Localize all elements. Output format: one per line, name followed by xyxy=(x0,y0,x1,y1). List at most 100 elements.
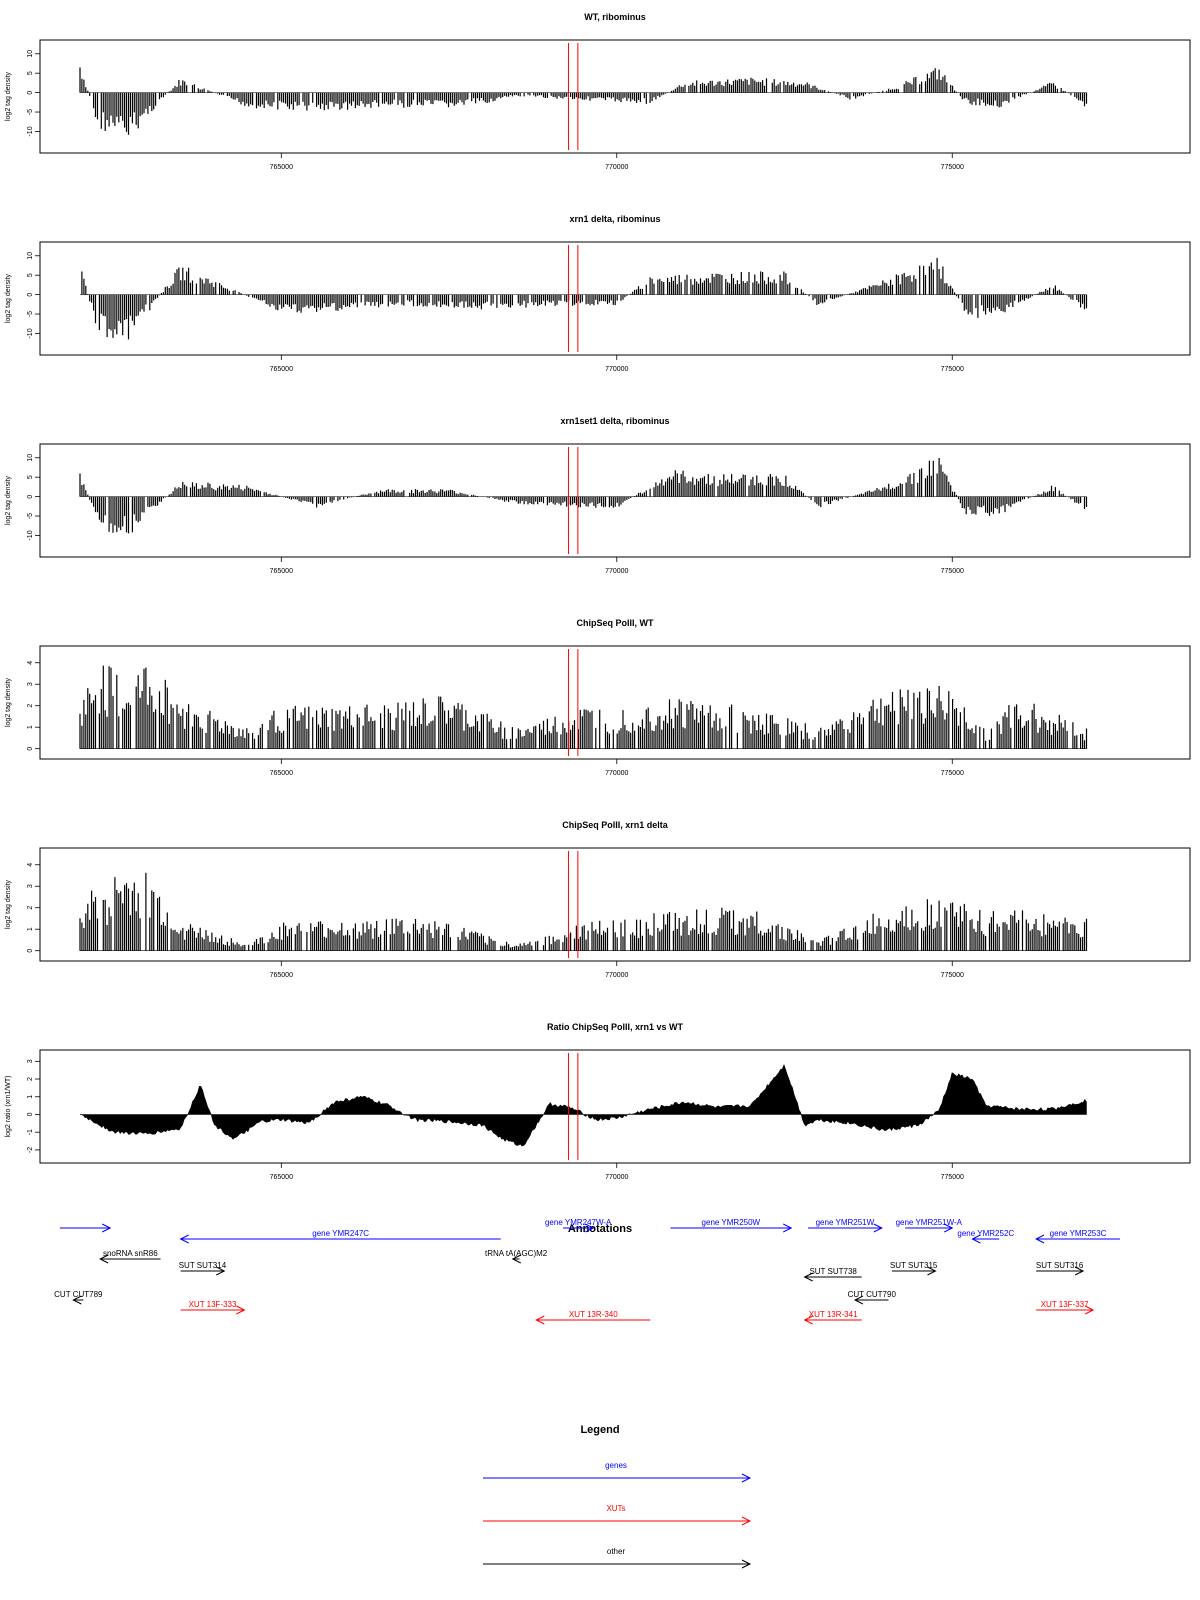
panel-title: xrn1set1 delta, ribominus xyxy=(560,416,669,426)
arrow-head xyxy=(72,1295,82,1305)
y-tick-label: 0 xyxy=(27,747,34,751)
density-bars xyxy=(79,665,1088,749)
panel-1: WT, ribominus log2 tag density -10 -5 0 5 10 76… xyxy=(5,12,1191,171)
y-tick-label: -5 xyxy=(27,109,34,115)
arrow-head xyxy=(803,1272,813,1282)
arrow-head xyxy=(236,1305,246,1315)
feature-gene: gene YMR247C xyxy=(179,1229,501,1244)
y-tick-label: 0 xyxy=(27,91,34,95)
panel-6: Ratio ChipSeq PolII, xrn1 vs WT log2 rati… xyxy=(5,1022,1191,1181)
arrow-head xyxy=(873,1223,883,1233)
y-tick-label: -10 xyxy=(27,530,34,540)
feature-other: snoRNA snR86 xyxy=(99,1249,161,1264)
feature-xut: XUT 13R-341 xyxy=(803,1310,862,1325)
y-axis-label: log2 tag density xyxy=(5,879,12,929)
arrow-head xyxy=(101,1223,112,1233)
arrow-head xyxy=(927,1266,937,1276)
annotation-features: gene YMR247C gene YMR247W-A gene YMR250W ge… xyxy=(54,1218,1120,1325)
legend-item-other: other xyxy=(483,1547,752,1569)
feature-gene: gene YMR247W-A xyxy=(545,1218,612,1233)
feature-other: SUT SUT316 xyxy=(1036,1261,1085,1276)
feature-gene: gene YMR251W xyxy=(808,1218,883,1233)
feature-other: SUT SUT314 xyxy=(179,1261,227,1276)
feature-label: gene YMR251W xyxy=(816,1218,875,1227)
y-tick-label: 3 xyxy=(27,682,34,686)
y-tick-label: -2 xyxy=(27,1147,34,1153)
arrow-head xyxy=(1074,1266,1085,1276)
legend-title: Legend xyxy=(580,1424,619,1436)
feature-other: tRNA tA(AGC)M2 xyxy=(485,1249,548,1264)
y-tick-label: 5 xyxy=(27,273,34,277)
plot-frame xyxy=(39,39,1191,154)
y-tick-label: 2 xyxy=(27,906,34,910)
x-tick-label: 770000 xyxy=(605,164,628,171)
feature-gene: gene YMR253C xyxy=(1035,1229,1120,1244)
x-tick-label: 765000 xyxy=(270,366,293,373)
y-tick-label: 1 xyxy=(27,927,34,931)
feature-other: SUT SUT315 xyxy=(890,1261,938,1276)
legend-item-gene: genes xyxy=(483,1461,752,1483)
x-tick-label: 775000 xyxy=(941,164,964,171)
legend-label: other xyxy=(607,1547,626,1556)
y-tick-label: 0 xyxy=(27,495,34,499)
feature-label: gene YMR250W xyxy=(702,1218,761,1227)
feature-label: SUT SUT314 xyxy=(179,1261,227,1270)
x-tick-label: 765000 xyxy=(270,770,293,777)
x-tick-label: 770000 xyxy=(605,568,628,575)
y-axis-label: log2 tag density xyxy=(5,273,12,323)
x-tick-label: 765000 xyxy=(270,164,293,171)
bar-marks xyxy=(81,257,1088,340)
x-tick-label: 765000 xyxy=(270,1174,293,1181)
feature-gene: gene YMR251W-A xyxy=(896,1218,963,1233)
panel-title: ChipSeq PolII, xrn1 delta xyxy=(562,820,669,830)
feature-label: SUT SUT315 xyxy=(890,1261,938,1270)
arrow-head xyxy=(585,1223,595,1233)
y-axis-label: log2 ratio (xrn1/WT) xyxy=(5,1076,12,1138)
y-axis-label: log2 tag density xyxy=(5,71,12,121)
feature-xut: XUT 13F-337 xyxy=(1036,1300,1095,1315)
density-bars xyxy=(79,67,1088,135)
legend-item-xut: XUTs xyxy=(483,1504,752,1526)
feature-label: SUT SUT738 xyxy=(809,1267,857,1276)
bar-marks xyxy=(79,665,1088,749)
plot-frame xyxy=(39,443,1191,558)
feature-label: gene YMR247C xyxy=(312,1229,369,1238)
legend-label: genes xyxy=(605,1461,627,1470)
x-tick-label: 775000 xyxy=(941,366,964,373)
y-tick-label: 1 xyxy=(27,1095,34,1099)
panel-title: Ratio ChipSeq PolII, xrn1 vs WT xyxy=(547,1022,684,1032)
feature-other: SUT SUT738 xyxy=(803,1267,862,1282)
y-tick-label: 2 xyxy=(27,1077,34,1081)
x-tick-label: 765000 xyxy=(270,972,293,979)
arrow-head xyxy=(535,1315,545,1325)
feature-xut: XUT 13R-340 xyxy=(535,1310,651,1325)
x-tick-label: 770000 xyxy=(605,972,628,979)
panel-title: ChipSeq PolII, WT xyxy=(577,618,654,628)
feature-label: XUT 13R-341 xyxy=(809,1310,858,1319)
y-tick-label: -5 xyxy=(27,513,34,519)
x-tick-label: 775000 xyxy=(941,568,964,575)
arrow-head xyxy=(511,1254,521,1264)
arrow-head xyxy=(99,1254,109,1264)
y-tick-label: 10 xyxy=(27,454,34,462)
arrow-head xyxy=(741,1473,752,1483)
feature-label: tRNA tA(AGC)M2 xyxy=(485,1249,548,1258)
x-tick-label: 770000 xyxy=(605,1174,628,1181)
y-axis-label: log2 tag density xyxy=(5,677,12,727)
y-tick-label: -10 xyxy=(27,328,34,338)
y-tick-label: 10 xyxy=(27,252,34,260)
y-axis-label: log2 tag density xyxy=(5,475,12,525)
bar-marks xyxy=(79,458,1088,534)
legend: Legend genes XUTs other xyxy=(483,1424,752,1569)
feature-label: XUT 13R-340 xyxy=(569,1310,618,1319)
feature-xut: XUT 13F-333 xyxy=(180,1300,246,1315)
x-tick-label: 775000 xyxy=(941,972,964,979)
panel-5: ChipSeq PolII, xrn1 delta log2 tag densit… xyxy=(5,820,1191,979)
y-tick-label: 4 xyxy=(27,661,34,665)
y-tick-label: 3 xyxy=(27,1059,34,1063)
feature-gene: gene YMR250W xyxy=(670,1218,793,1233)
bar-marks xyxy=(79,872,1088,951)
feature-label: CUT CUT789 xyxy=(54,1290,103,1299)
